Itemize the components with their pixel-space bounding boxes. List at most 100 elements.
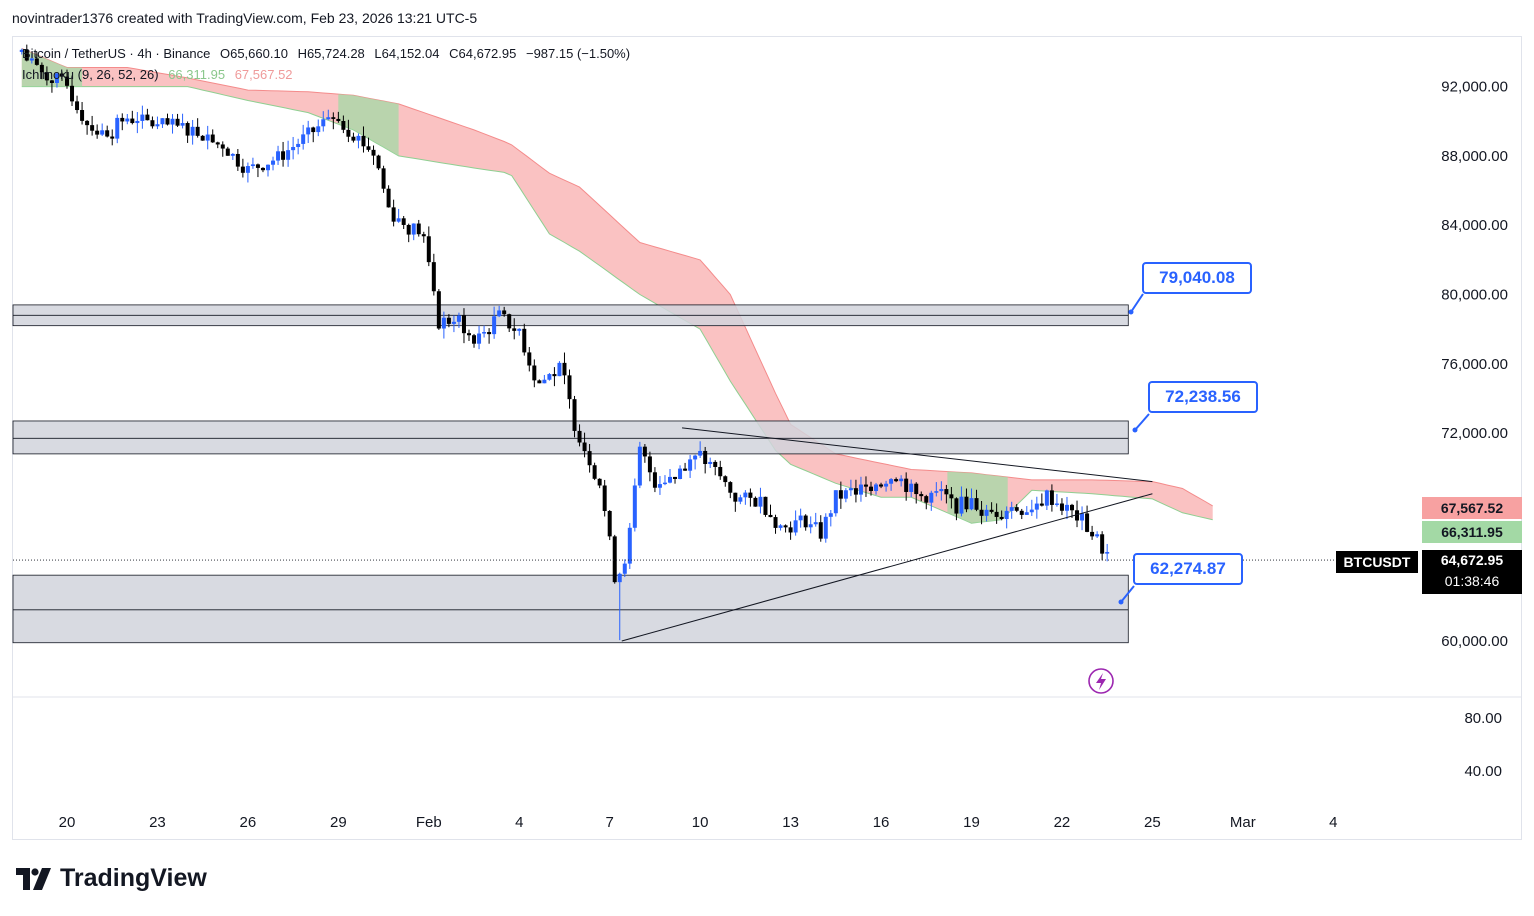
candle-201 [1029, 509, 1034, 513]
candle-148 [763, 496, 768, 515]
candle-97 [507, 314, 512, 329]
candle-107 [557, 362, 562, 377]
candle-26 [150, 120, 155, 127]
candle-82 [431, 262, 436, 292]
candle-11 [75, 101, 80, 111]
x-axis-label-5: 4 [515, 814, 523, 831]
candle-136 [703, 450, 708, 465]
candle-162 [833, 490, 838, 514]
indicator-name[interactable]: Ichimoku (9, 26, 52, 26) [22, 67, 159, 82]
candle-13 [85, 120, 90, 126]
candle-1 [24, 49, 29, 61]
candle-140 [723, 476, 728, 483]
candle-194 [994, 511, 999, 517]
candle-34 [190, 126, 195, 136]
candle-122 [632, 485, 637, 528]
candle-189 [969, 498, 974, 510]
candle-35 [195, 126, 200, 136]
candle-200 [1024, 512, 1029, 515]
candle-138 [713, 461, 718, 467]
callout-dot-2 [1132, 427, 1138, 433]
candle-134 [693, 455, 698, 460]
legend-low: L64,152.04 [374, 46, 440, 61]
candle-32 [180, 123, 185, 126]
candle-165 [848, 488, 853, 491]
candle-69 [366, 146, 371, 150]
candle-78 [411, 223, 416, 235]
candle-174 [894, 479, 899, 482]
candle-33 [185, 123, 190, 136]
candle-49 [266, 164, 270, 171]
indicator-span-a: 66,311.95 [168, 67, 226, 82]
ichimoku-span-b-line [21, 48, 1213, 507]
candle-144 [743, 492, 748, 498]
candle-131 [678, 468, 683, 480]
candle-179 [919, 494, 924, 497]
ichimoku-span-a-line [21, 86, 1213, 524]
y-axis-label-2: 84,000.00 [1441, 217, 1508, 234]
candle-4 [39, 64, 44, 73]
candle-159 [818, 522, 823, 539]
candle-164 [843, 490, 848, 499]
candle-6 [49, 80, 54, 83]
candle-15 [95, 130, 100, 135]
candle-124 [642, 446, 647, 457]
candle-58 [311, 127, 316, 133]
callout-pointer-3 [1120, 585, 1135, 603]
candle-115 [597, 478, 602, 486]
callout-pointer-1 [1130, 293, 1144, 313]
candle-168 [863, 484, 868, 487]
candle-149 [768, 514, 773, 518]
candle-102 [532, 365, 537, 381]
candle-146 [753, 497, 758, 507]
price-callout-1[interactable]: 79,040.08 [1142, 262, 1252, 294]
candle-37 [205, 134, 210, 141]
ichimoku-cloud-bullish-1 [338, 94, 399, 156]
candle-39 [215, 142, 220, 145]
price-callout-3[interactable]: 62,274.87 [1133, 553, 1243, 585]
legend-symbol[interactable]: Bitcoin / TetherUS · 4h · Binance [22, 46, 211, 61]
candle-155 [798, 515, 803, 521]
candle-88 [461, 315, 466, 334]
candle-171 [879, 484, 884, 487]
candle-55 [296, 143, 301, 148]
symbol-tag: BTCUSDT [1336, 551, 1418, 573]
candle-3 [34, 58, 39, 65]
trendline-2 [621, 493, 1153, 642]
candle-151 [778, 525, 783, 528]
candle-216 [1105, 551, 1110, 554]
candle-98 [512, 328, 517, 331]
x-axis-label-3: 29 [330, 814, 347, 831]
candle-118 [612, 536, 617, 583]
candle-163 [838, 490, 843, 499]
candle-64 [341, 120, 346, 130]
x-axis-label-7: 10 [692, 814, 709, 831]
candle-51 [276, 151, 281, 161]
candle-181 [929, 492, 934, 503]
candle-185 [949, 494, 954, 499]
candle-119 [617, 573, 622, 583]
candle-101 [527, 352, 532, 366]
candle-184 [944, 489, 949, 495]
candle-209 [1070, 504, 1074, 511]
candle-62 [331, 117, 336, 119]
candle-67 [356, 135, 361, 141]
price-callout-2[interactable]: 72,238.56 [1148, 381, 1258, 413]
candle-86 [451, 321, 456, 324]
last-price-tag: 64,672.95 01:38:46 [1422, 550, 1522, 594]
x-axis-label-8: 13 [782, 814, 799, 831]
tradingview-logo[interactable]: TradingView [16, 864, 207, 893]
last-price-value: 64,672.95 [1440, 552, 1504, 568]
zone-3 [12, 574, 1129, 644]
candle-190 [974, 498, 979, 510]
candle-25 [145, 114, 150, 121]
y-axis-label-5: 72,000.00 [1441, 425, 1508, 442]
candle-94 [492, 316, 497, 335]
legend-close: C64,672.95 [449, 46, 517, 61]
candle-75 [396, 218, 401, 222]
candle-150 [773, 517, 778, 528]
x-axis-label-10: 19 [963, 814, 980, 831]
candle-99 [517, 328, 522, 331]
candle-180 [924, 496, 929, 503]
